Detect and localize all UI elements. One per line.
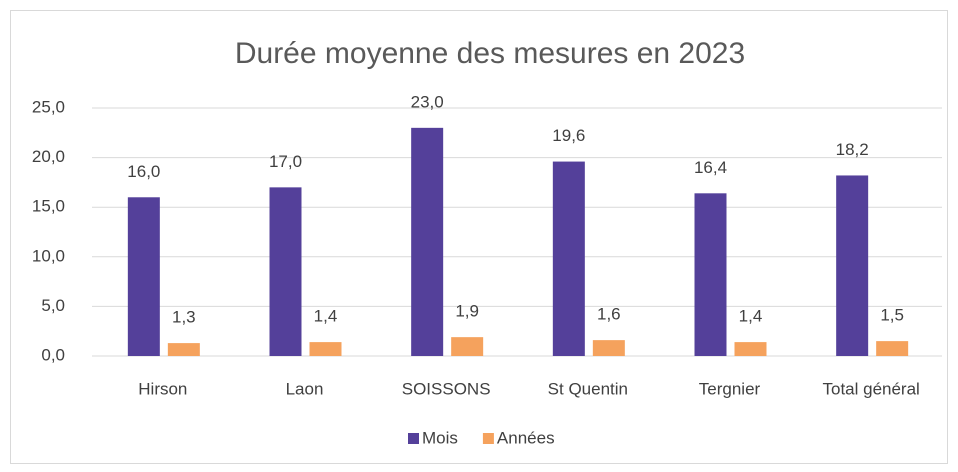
bar — [411, 127, 444, 356]
bar — [876, 341, 909, 356]
value-label: 1,3 — [172, 308, 196, 327]
x-tick-label: SOISSONS — [402, 379, 491, 398]
y-tick-label: 20,0 — [32, 147, 65, 166]
legend-swatch — [408, 433, 419, 444]
y-tick-label: 10,0 — [32, 246, 65, 265]
value-label: 16,0 — [127, 162, 160, 181]
bar — [694, 193, 727, 356]
x-tick-label: Tergnier — [699, 379, 761, 398]
value-label: 1,5 — [880, 306, 904, 325]
bar — [127, 197, 160, 356]
bar — [734, 342, 767, 356]
value-label: 1,4 — [314, 307, 338, 326]
value-label: 23,0 — [411, 92, 444, 111]
x-tick-label: Total général — [822, 379, 919, 398]
bar — [167, 343, 200, 356]
value-label: 1,6 — [597, 305, 621, 324]
value-label: 1,4 — [739, 307, 763, 326]
bar — [269, 187, 302, 356]
value-label: 16,4 — [694, 158, 727, 177]
chart-title: Durée moyenne des mesures en 2023 — [235, 37, 745, 70]
x-tick-label: St Quentin — [548, 379, 628, 398]
y-tick-label: 5,0 — [41, 296, 65, 315]
y-tick-label: 0,0 — [41, 345, 65, 364]
bar — [592, 340, 625, 356]
legend-swatch — [482, 433, 494, 444]
value-label: 1,9 — [455, 302, 479, 321]
legend-label: Mois — [422, 428, 458, 447]
value-label: 19,6 — [552, 126, 585, 145]
value-label: 17,0 — [269, 152, 302, 171]
value-label: 18,2 — [836, 140, 869, 159]
bar — [836, 175, 869, 356]
legend-label: Années — [497, 428, 555, 447]
bar — [552, 161, 585, 356]
x-tick-label: Hirson — [138, 379, 187, 398]
y-tick-label: 15,0 — [32, 197, 65, 216]
bar — [451, 337, 484, 356]
x-tick-label: Laon — [286, 379, 324, 398]
y-tick-label: 25,0 — [32, 97, 65, 116]
bar — [309, 342, 342, 356]
chart-frame — [10, 10, 948, 464]
